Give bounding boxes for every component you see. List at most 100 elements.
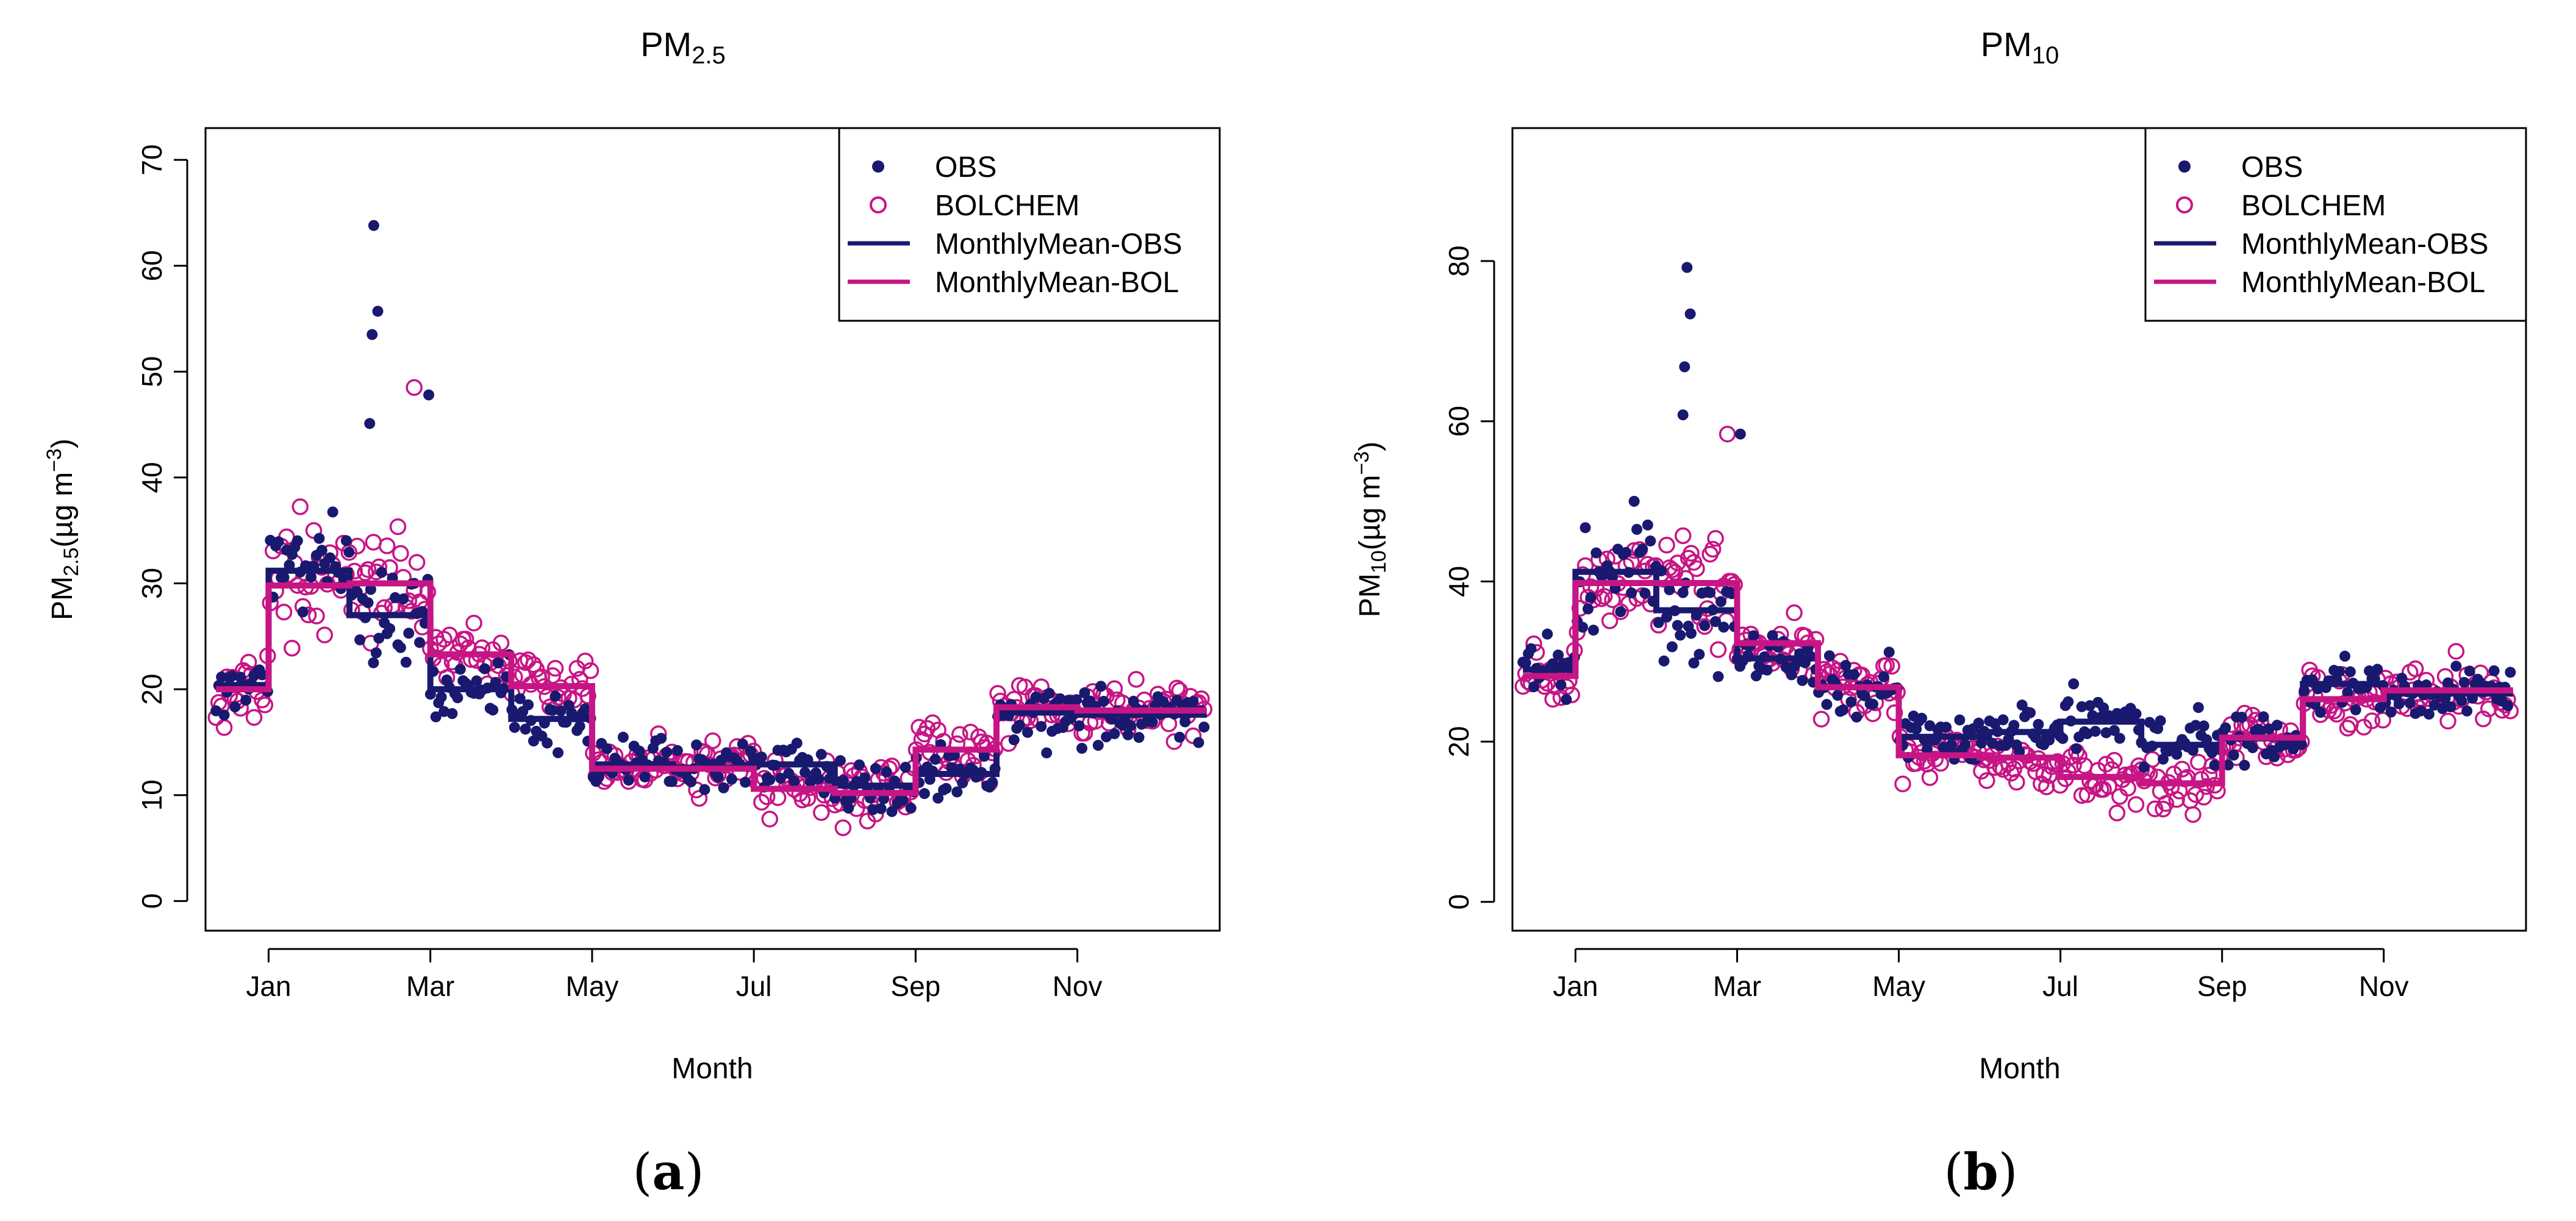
obs-point (2461, 705, 2473, 717)
bolchem-point (576, 652, 594, 670)
bolchem-point (918, 720, 936, 737)
obs-point (454, 664, 466, 675)
bolchem-point (1704, 540, 1722, 558)
obs-point (403, 628, 415, 639)
obs-point (1620, 546, 1632, 558)
obs-point (617, 731, 629, 743)
bolchem-point (1128, 671, 1145, 688)
obs-point (712, 772, 724, 783)
obs-point (1664, 584, 1675, 595)
obs-point (1734, 428, 1746, 440)
obs-point (2222, 759, 2234, 771)
obs-point (2295, 739, 2307, 750)
obs-point (2342, 687, 2353, 698)
obs-point (1916, 712, 1928, 724)
obs-point (918, 788, 930, 800)
obs-point (216, 671, 227, 683)
obs-point (364, 418, 376, 429)
obs-point (316, 545, 327, 556)
obs-point (343, 546, 355, 558)
obs-point (256, 669, 268, 681)
obs-point (1761, 664, 1773, 676)
obs-point (1582, 603, 1594, 615)
bolchem-point (1595, 588, 1613, 605)
obs-point (2239, 759, 2250, 771)
bolchem-point (2008, 773, 2025, 791)
obs-point (2087, 710, 2098, 722)
obs-point (957, 777, 968, 789)
obs-point (1122, 729, 1134, 740)
x-tick-label: Jul (2042, 970, 2078, 1002)
panel-a-legend: OBS BOLCHEM MonthlyMean-OBS MonthlyMean-… (838, 127, 1221, 322)
bolchem-point (582, 662, 599, 679)
obs-point (2171, 748, 2183, 760)
obs-point (1098, 695, 1109, 707)
obs-point (1845, 696, 1857, 707)
bolchem-point (544, 667, 561, 684)
obs-point (740, 776, 751, 788)
panel-a-y-axis-label: PM2.5(µg m−3) (43, 439, 83, 620)
obs-point (2271, 720, 2283, 731)
bolchem-point (834, 819, 852, 837)
bolchem-point (2475, 710, 2492, 728)
panel-a-caption: (a) (632, 1143, 704, 1201)
bolchem-point (392, 545, 409, 562)
panel-b-y-axis: 0 20 40 60 80 (1443, 245, 1495, 910)
legend-obs-label: OBS (935, 151, 996, 184)
bolchem-point (1719, 425, 1736, 443)
obs-point (2108, 725, 2120, 736)
obs-point (400, 656, 412, 668)
obs-point (1525, 643, 1537, 654)
obs-point (2068, 678, 2080, 690)
bolchem-point (359, 561, 377, 578)
bolchem-point (1709, 641, 1727, 658)
obs-point (1585, 592, 1597, 603)
obs-point (2458, 676, 2470, 688)
legend-mean-bol-label: MonthlyMean-BOL (935, 267, 1179, 299)
bolchem-point (514, 666, 531, 684)
obs-point (859, 772, 870, 784)
obs-point (897, 795, 909, 806)
obs-point (2372, 664, 2383, 675)
obs-point (2314, 707, 2326, 718)
obs-point (1561, 693, 1572, 705)
obs-point (2070, 743, 2082, 754)
bolchem-point (245, 709, 263, 726)
obs-point (1542, 628, 1553, 640)
obs-point (737, 738, 748, 750)
obs-point (666, 776, 678, 787)
obs-point (509, 722, 520, 733)
x-tick-label: Jan (246, 970, 291, 1002)
bolchem-point (1994, 761, 2012, 778)
bolchem-point (2447, 643, 2465, 660)
obs-point (1677, 587, 1689, 598)
bolchem-point (2374, 711, 2392, 729)
obs-point (2033, 718, 2044, 730)
y-tick-label: 80 (1443, 245, 1475, 276)
bolchem-point (2184, 806, 2202, 823)
obs-point (2209, 759, 2220, 771)
bolchem-point (2439, 712, 2456, 730)
bolchem-point (378, 537, 396, 554)
legend-obs-label: OBS (2241, 151, 2303, 184)
obs-point (553, 747, 564, 759)
obs-point (471, 675, 482, 687)
obs-point (783, 768, 795, 779)
x-tick-label: Nov (2359, 970, 2409, 1002)
obs-point (2339, 650, 2351, 662)
obs-point (2089, 726, 2101, 737)
obs-point (1076, 742, 1088, 754)
obs-point (843, 803, 854, 814)
y-tick-label: 40 (1443, 566, 1475, 597)
obs-point (929, 754, 941, 765)
obs-point (376, 567, 387, 578)
obs-point (542, 737, 553, 749)
obs-point (661, 747, 673, 758)
panel-a-x-axis: Jan Mar May Jul Sep Nov (246, 948, 1103, 1002)
obs-point (2220, 722, 2231, 734)
y-tick-label: 10 (136, 779, 168, 811)
obs-point (1041, 747, 1053, 759)
bolchem-point (2325, 702, 2342, 720)
obs-point (1715, 596, 1726, 607)
obs-point (1946, 739, 1958, 751)
